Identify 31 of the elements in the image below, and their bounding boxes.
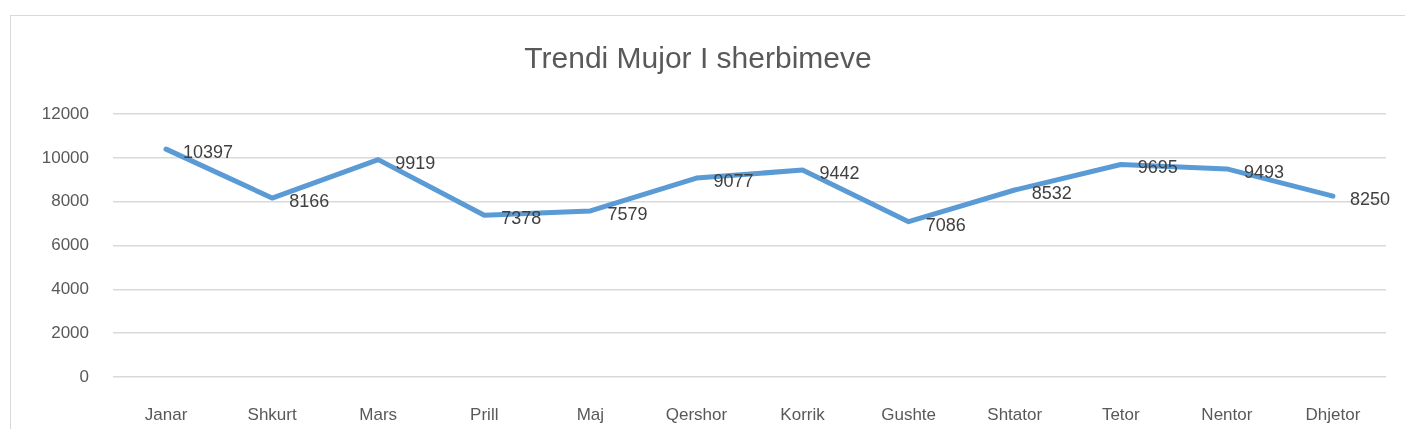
x-tick-label: Maj xyxy=(576,404,605,424)
y-tick-label: 2000 xyxy=(51,322,89,342)
data-label: 8250 xyxy=(1349,189,1391,210)
x-tick-label: Qershor xyxy=(665,404,728,424)
x-tick-label: Prill xyxy=(470,404,499,424)
x-tick-label: Nentor xyxy=(1201,404,1253,424)
data-label: 7579 xyxy=(607,203,648,224)
x-tick-label: Korrik xyxy=(780,404,826,424)
x-tick-label: Shtator xyxy=(987,404,1043,424)
data-label: 9919 xyxy=(395,152,436,173)
chart-title: Trendi Mujor I sherbimeve xyxy=(524,41,872,75)
y-tick-label: 8000 xyxy=(51,191,89,211)
x-tick-label: Tetor xyxy=(1101,404,1141,424)
data-label: 8166 xyxy=(289,191,330,211)
data-label: 8532 xyxy=(1031,182,1072,203)
x-tick-label: Mars xyxy=(359,404,398,424)
data-label: 7086 xyxy=(925,214,966,235)
y-tick-label: 12000 xyxy=(41,103,89,123)
x-tick-label: Shkurt xyxy=(247,404,297,424)
data-label: 9442 xyxy=(819,163,860,184)
x-tick-label: Gushte xyxy=(881,404,937,424)
x-tick-label: Janar xyxy=(144,404,188,424)
y-tick-label: 4000 xyxy=(51,279,89,299)
data-label: 10397 xyxy=(183,142,234,163)
y-tick-label: 6000 xyxy=(51,235,89,255)
x-tick-label: Dhjetor xyxy=(1305,404,1361,424)
y-tick-label: 10000 xyxy=(41,147,89,167)
data-label: 9695 xyxy=(1137,157,1178,178)
y-tick-label: 0 xyxy=(79,366,89,386)
data-label: 9493 xyxy=(1243,161,1284,182)
data-label: 9077 xyxy=(713,171,754,192)
